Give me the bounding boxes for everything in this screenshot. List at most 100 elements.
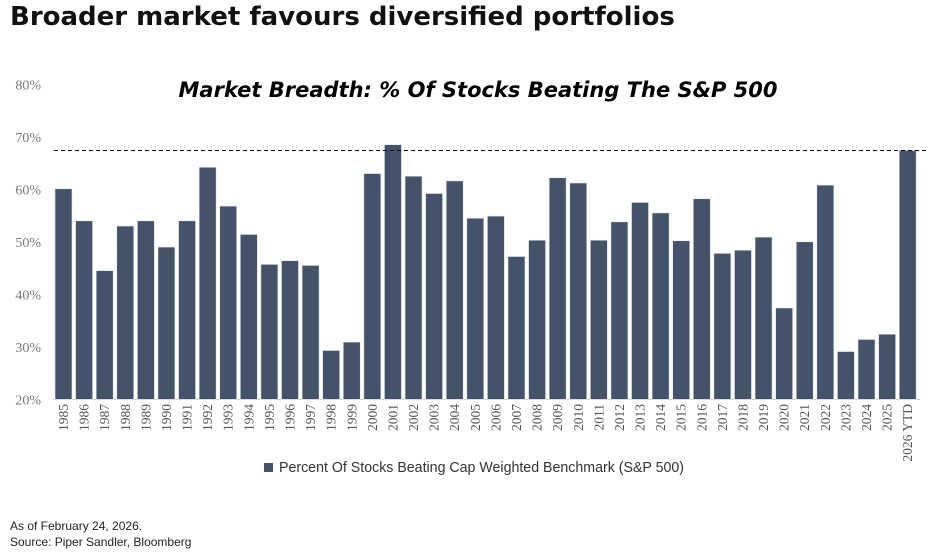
x-tick-label: 1986 xyxy=(77,404,92,431)
bar-2010 xyxy=(569,182,588,400)
bar-1993 xyxy=(219,205,238,400)
x-tick-label: 2015 xyxy=(674,404,689,431)
x-tick-label: 2016 xyxy=(694,404,709,431)
x-tick-label: 1998 xyxy=(324,404,339,431)
x-tick-label: 1992 xyxy=(200,404,215,431)
bar-2011 xyxy=(590,239,608,400)
x-tick-label: 2003 xyxy=(427,404,442,431)
x-tick-label: 1990 xyxy=(159,404,174,431)
bar-2013 xyxy=(631,202,649,400)
bar-1997 xyxy=(301,265,320,400)
bar-2020 xyxy=(775,307,793,400)
bar-1992 xyxy=(198,166,217,400)
x-tick-label: 1995 xyxy=(262,404,277,431)
x-tick-label: 2022 xyxy=(818,404,833,431)
y-tick-label: 50% xyxy=(15,236,41,251)
bar-2021 xyxy=(795,241,814,400)
footnote: As of February 24, 2026. xyxy=(10,519,143,533)
bar-2008 xyxy=(528,239,546,400)
bar-1987 xyxy=(95,270,114,400)
bar-2026-ytd xyxy=(898,150,917,400)
bar-1989 xyxy=(137,220,155,400)
x-tick-label: 1999 xyxy=(344,404,359,431)
legend-label: Percent Of Stocks Beating Cap Weighted B… xyxy=(279,460,684,476)
x-tick-label: 1989 xyxy=(138,404,153,431)
bar-2001 xyxy=(384,144,402,400)
y-tick-label: 20% xyxy=(15,393,41,408)
x-tick-label: 1987 xyxy=(97,404,112,431)
bars xyxy=(54,144,917,400)
bar-2022 xyxy=(816,184,835,400)
bar-2018 xyxy=(734,249,752,400)
x-tick-label: 2026 YTD xyxy=(900,404,915,462)
x-tick-label: 2005 xyxy=(468,404,483,431)
bar-1990 xyxy=(157,246,176,400)
bar-2023 xyxy=(837,351,855,400)
y-tick-label: 30% xyxy=(15,341,41,356)
x-tick-label: 1997 xyxy=(303,404,318,431)
x-tick-label: 2002 xyxy=(406,404,421,431)
bar-2003 xyxy=(425,193,443,400)
bar-1988 xyxy=(116,225,135,400)
x-tick-label: 1996 xyxy=(282,404,297,431)
bar-2014 xyxy=(651,212,670,400)
bar-2024 xyxy=(857,339,876,400)
x-tick-label: 2011 xyxy=(591,404,606,431)
bar-2002 xyxy=(404,175,423,400)
legend-swatch xyxy=(264,463,273,472)
x-tick-label: 2012 xyxy=(612,404,627,431)
bar-1995 xyxy=(260,264,279,400)
x-tick-label: 2013 xyxy=(633,404,648,431)
x-axis-labels: 1985 1986 1987 1988 1989 1990 1991 1992 1993 1994… xyxy=(56,404,915,462)
x-tick-label: 2023 xyxy=(838,404,853,431)
bar-2017 xyxy=(713,253,732,400)
x-tick-label: 2018 xyxy=(735,404,750,431)
bar-2000 xyxy=(363,173,382,400)
bar-1991 xyxy=(178,220,196,400)
x-tick-label: 1988 xyxy=(118,404,133,431)
x-tick-label: 2021 xyxy=(797,404,812,431)
y-tick-label: 80% xyxy=(15,78,41,93)
x-tick-label: 2017 xyxy=(715,404,730,431)
bar-1985 xyxy=(54,188,73,400)
x-tick-label: 1985 xyxy=(56,404,71,431)
bar-2009 xyxy=(548,177,567,400)
source-note: Source: Piper Sandler, Bloomberg xyxy=(10,535,192,549)
x-tick-label: 2020 xyxy=(777,404,792,431)
x-tick-label: 2007 xyxy=(509,404,524,431)
bar-2019 xyxy=(754,236,773,400)
legend: Percent Of Stocks Beating Cap Weighted B… xyxy=(264,460,684,476)
y-tick-label: 40% xyxy=(15,288,41,303)
bar-2025 xyxy=(878,333,896,400)
x-tick-label: 1993 xyxy=(221,404,236,431)
x-tick-label: 2024 xyxy=(859,404,874,431)
x-tick-label: 2010 xyxy=(571,404,586,431)
x-tick-label: 2025 xyxy=(880,404,895,431)
x-tick-label: 1991 xyxy=(180,404,195,431)
chart-title: Market Breadth: % Of Stocks Beating The … xyxy=(179,78,778,102)
bar-2004 xyxy=(445,180,464,400)
bar-2007 xyxy=(507,256,526,400)
bar-1999 xyxy=(342,341,361,400)
page-title: Broader market favours diversified portf… xyxy=(10,2,675,32)
y-tick-label: 70% xyxy=(15,131,41,146)
y-tick-label: 60% xyxy=(15,183,41,198)
x-tick-label: 2000 xyxy=(365,404,380,431)
bar-2006 xyxy=(487,215,505,400)
bar-1986 xyxy=(75,220,93,400)
bar-2016 xyxy=(692,198,711,400)
bar-1998 xyxy=(322,350,340,400)
y-axis: 20% 30% 40% 50% 60% 70% 80% xyxy=(15,78,41,408)
x-tick-label: 2006 xyxy=(488,404,503,431)
bar-1994 xyxy=(240,234,258,400)
x-tick-label: 2019 xyxy=(756,404,771,431)
x-tick-label: 2008 xyxy=(530,404,545,431)
x-tick-label: 2001 xyxy=(385,404,400,431)
x-tick-label: 2004 xyxy=(447,404,462,431)
x-tick-label: 2009 xyxy=(550,404,565,431)
x-tick-label: 1994 xyxy=(241,404,256,431)
x-tick-label: 2014 xyxy=(653,404,668,431)
bar-2012 xyxy=(610,221,629,400)
bar-2005 xyxy=(466,217,485,400)
bar-1996 xyxy=(281,260,299,400)
